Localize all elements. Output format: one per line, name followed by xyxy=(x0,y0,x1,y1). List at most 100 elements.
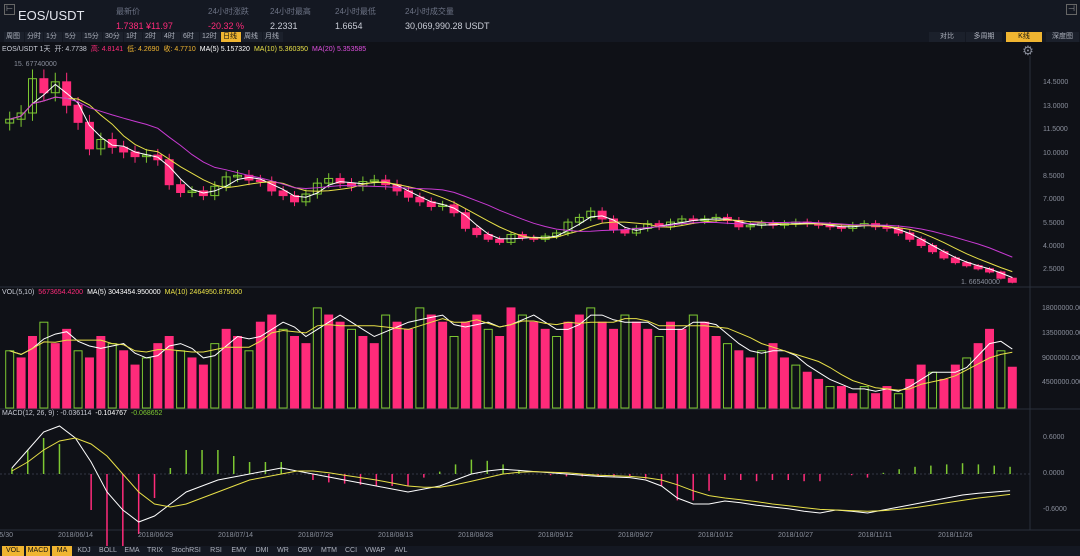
date-tick-0: 2018/05/30 xyxy=(0,532,14,539)
candle-body xyxy=(16,112,26,120)
timeframe-11[interactable]: 日线 xyxy=(221,32,241,42)
candle-body xyxy=(460,212,470,229)
macd-tick-0: 0.6000 xyxy=(1043,434,1065,441)
volume-bar xyxy=(1007,366,1017,409)
indicator-vol[interactable]: VOL xyxy=(2,546,24,556)
volume-bar xyxy=(301,343,311,409)
stat-24h-change: 24小时涨跌 -20.32 % xyxy=(208,7,249,31)
price-tick-2: 11.5000 xyxy=(1043,126,1068,134)
volume-bar xyxy=(392,321,402,409)
volume-bar xyxy=(916,364,926,409)
volume-bar xyxy=(472,314,482,409)
gear-icon[interactable]: ⚙ xyxy=(1022,43,1034,58)
volume-bar xyxy=(552,336,562,409)
indicator-vwap[interactable]: VWAP xyxy=(364,547,386,554)
volume-bar xyxy=(848,393,858,409)
volume-bar xyxy=(347,328,356,409)
indicator-wr[interactable]: WR xyxy=(277,547,289,554)
volume-bar xyxy=(871,393,881,409)
indicator-dmi[interactable]: DMI xyxy=(255,547,269,554)
view-button-2[interactable]: K线 xyxy=(1006,32,1042,42)
volume-bar xyxy=(757,350,767,409)
timeframe-12[interactable]: 周线 xyxy=(242,32,262,42)
indicator-mtm[interactable]: MTM xyxy=(321,547,337,554)
vol-tick-3: 4500000.000 xyxy=(1042,379,1080,387)
volume-bar xyxy=(631,321,641,409)
volume-bar xyxy=(768,343,778,409)
collapse-right-icon[interactable]: ⊣ xyxy=(1066,4,1077,15)
volume-bar xyxy=(39,321,49,409)
price-tick-7: 4.0000 xyxy=(1043,243,1065,251)
timeframe-1[interactable]: 分时 xyxy=(25,32,43,42)
indicator-cci[interactable]: CCI xyxy=(344,547,358,554)
timeframe-4[interactable]: 15分 xyxy=(82,32,102,42)
volume-bar xyxy=(290,336,300,409)
volume-bar xyxy=(119,350,129,409)
collapse-left-icon[interactable]: ⊢ xyxy=(4,4,15,15)
view-button-3[interactable]: 深度图 xyxy=(1046,32,1079,42)
max-price-label: 15. 67740000 xyxy=(14,61,57,68)
timeframe-7[interactable]: 2时 xyxy=(143,32,161,42)
timeframe-9[interactable]: 6时 xyxy=(181,32,199,42)
volume-bar xyxy=(27,336,37,409)
volume-bar xyxy=(84,357,94,409)
view-button-0[interactable]: 对比 xyxy=(929,32,965,42)
candle-body xyxy=(312,182,322,195)
indicator-macd[interactable]: MACD xyxy=(26,546,50,556)
volume-bar xyxy=(654,336,664,409)
volume-bar xyxy=(358,336,368,409)
volume-bar xyxy=(928,371,938,409)
volume-bar xyxy=(130,364,140,409)
macd-tick-1: 0.0000 xyxy=(1043,470,1065,477)
candle-body xyxy=(107,138,117,148)
candle-body xyxy=(187,190,197,193)
indicator-stochrsi[interactable]: StochRSI xyxy=(171,547,201,554)
candle-body xyxy=(164,159,174,186)
timeframe-3[interactable]: 5分 xyxy=(63,32,81,42)
price-legend: EOS/USDT 1天 开: 4.7738 高: 4.8141 低: 4.2690 收:… xyxy=(2,46,367,53)
indicator-rsi[interactable]: RSI xyxy=(210,547,222,554)
candle-body xyxy=(5,118,15,124)
indicator-kdj[interactable]: KDJ xyxy=(77,547,91,554)
indicator-trix[interactable]: TRIX xyxy=(147,547,163,554)
volume-bar xyxy=(893,393,903,409)
volume-bar xyxy=(996,350,1006,409)
volume-bar xyxy=(153,343,163,409)
volume-bar xyxy=(517,314,527,409)
timeframe-0[interactable]: 周图 xyxy=(4,32,24,42)
volume-bar xyxy=(483,328,493,409)
view-button-1[interactable]: 多周期 xyxy=(966,32,1002,42)
date-tick-3: 2018/07/14 xyxy=(218,532,254,539)
volume-bar xyxy=(221,328,231,409)
volume-bar xyxy=(779,357,789,409)
price-tick-4: 8.5000 xyxy=(1043,172,1065,180)
candle-body xyxy=(495,238,505,243)
volume-bar xyxy=(905,378,915,409)
volume-bar xyxy=(369,343,379,409)
timeframe-13[interactable]: 月线 xyxy=(263,32,283,42)
volume-bar xyxy=(335,321,345,409)
volume-bar xyxy=(255,321,265,409)
macd-tick-2: -0.6000 xyxy=(1043,506,1067,513)
price-tick-3: 10.0000 xyxy=(1043,149,1069,157)
indicator-ma[interactable]: MA xyxy=(52,546,72,556)
volume-bar xyxy=(711,336,721,409)
indicator-boll[interactable]: BOLL xyxy=(99,547,117,554)
volume-bar xyxy=(574,314,584,409)
timeframe-10[interactable]: 12时 xyxy=(200,32,220,42)
indicator-avl[interactable]: AVL xyxy=(394,547,408,554)
volume-bar xyxy=(985,328,995,409)
candle-body xyxy=(369,179,379,183)
timeframe-toolbar: 周图 分时 1分 5分 15分 30分 1时 2时 4时 6时 12时 日线 周线 月线 对比 多周期 K线 深度… xyxy=(0,32,1080,42)
timeframe-2[interactable]: 1分 xyxy=(44,32,62,42)
timeframe-5[interactable]: 30分 xyxy=(103,32,123,42)
volume-bar xyxy=(62,328,72,409)
timeframe-8[interactable]: 4时 xyxy=(162,32,180,42)
timeframe-6[interactable]: 1时 xyxy=(124,32,142,42)
indicator-obv[interactable]: OBV xyxy=(297,547,313,554)
indicator-emv[interactable]: EMV xyxy=(231,547,247,554)
candle-body xyxy=(483,234,493,240)
indicator-ema[interactable]: EMA xyxy=(124,547,140,554)
date-tick-11: 2018/11/11 xyxy=(858,532,892,539)
